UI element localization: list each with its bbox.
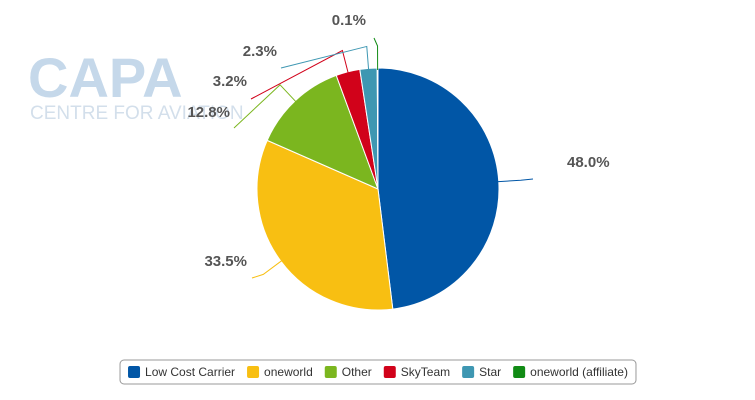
watermark-text: CENTRE FOR AVIATION [30,103,244,124]
leader-line [250,49,349,100]
legend-swatch [383,366,396,378]
leader-line [233,84,297,129]
watermark-logo: CAPA [28,46,183,109]
legend-label: SkyTeam [401,365,450,379]
leader-line [280,45,370,71]
leader-line [373,37,379,71]
legend: Low Cost Carrier oneworld Other SkyTeam Star… [128,365,628,379]
data-label: 48.0% [567,154,610,171]
legend-swatch [128,366,141,378]
legend-swatch [324,366,337,378]
leader-line [251,259,283,279]
legend-label: oneworld (affiliate) [530,365,628,379]
legend-swatch [513,366,526,378]
data-label: 0.1% [332,12,366,29]
pie-slice [377,67,500,310]
data-label: 2.3% [243,43,277,60]
legend-label: oneworld [264,365,313,379]
legend-box [119,359,637,385]
legend-label: Other [342,365,372,379]
legend-swatch [462,366,475,378]
legend-label: Low Cost Carrier [145,365,235,379]
leader-line [496,178,534,183]
legend-label: Star [479,365,501,379]
legend-swatch [247,366,260,378]
data-label: 33.5% [204,253,247,270]
data-label: 3.2% [213,73,247,90]
data-label: 12.8% [187,104,230,121]
